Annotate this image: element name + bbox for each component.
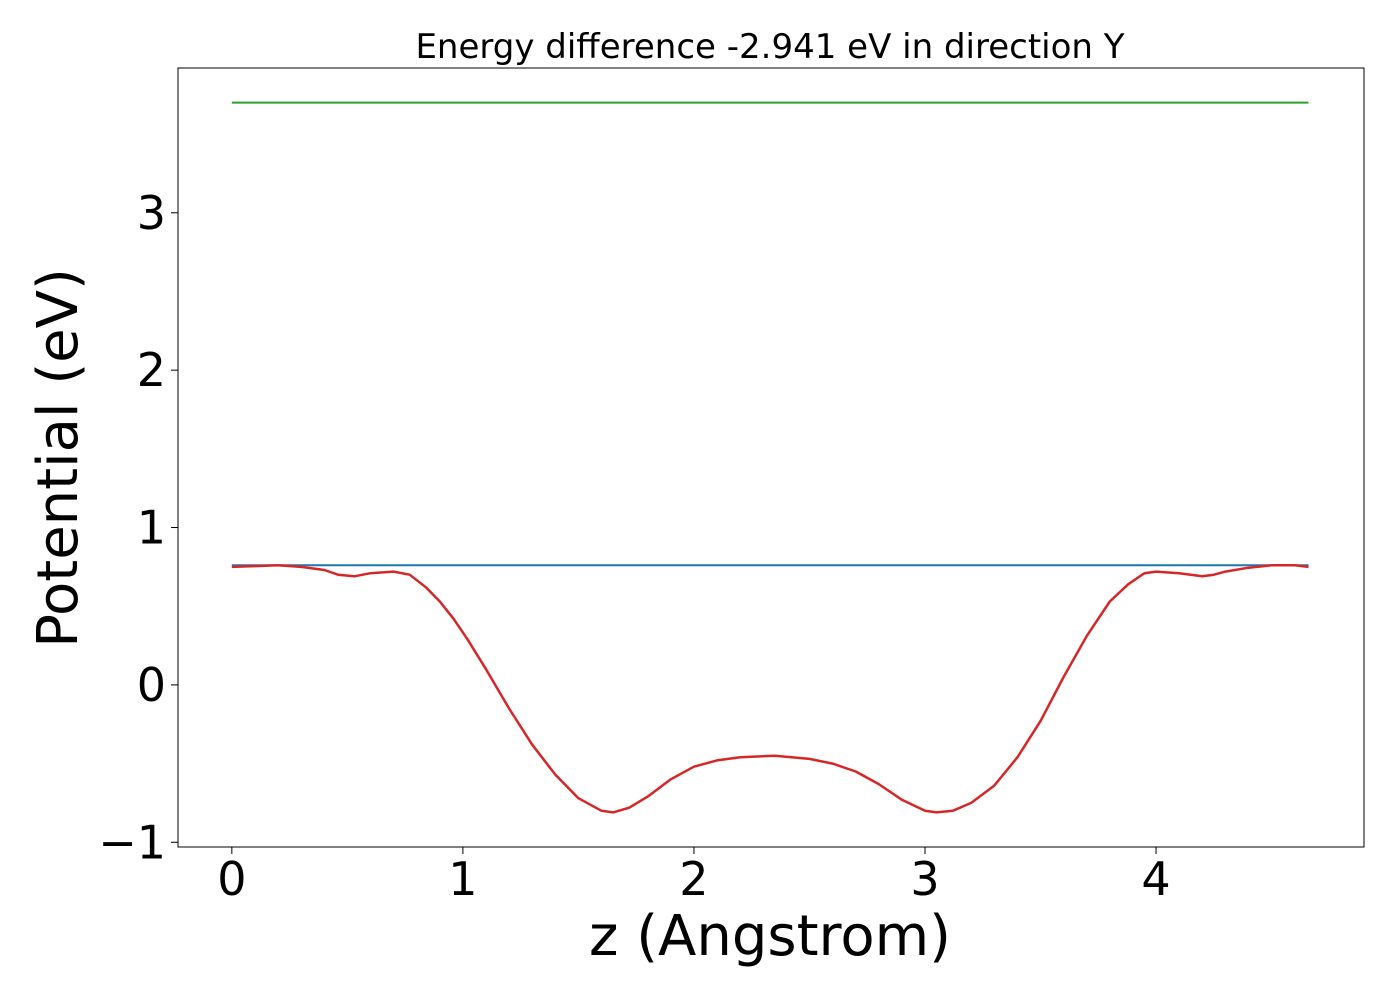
plot-frame [177,67,1365,848]
chart-title: Energy difference -2.941 eV in direction… [415,27,1124,67]
y-tick-label: 2 [137,343,166,397]
x-tick-label: 0 [217,852,246,906]
y-tick-label: 1 [137,501,166,555]
x-tick-label: 3 [910,852,939,906]
x-tick-label: 1 [448,852,477,906]
x-axis-ticks: 0 1 2 3 4 [217,847,1171,906]
x-tick-label: 4 [1141,852,1170,906]
x-tick-label: 2 [679,852,708,906]
y-tick-label: −1 [98,815,166,869]
y-axis-label: Potential (eV) [26,268,91,648]
y-tick-label: 0 [137,658,166,712]
y-axis-ticks: −1 0 1 2 3 [98,186,178,869]
series-line-2 [231,564,1309,814]
x-axis-label: z (Angstrom) [589,904,951,969]
y-tick-label: 3 [137,186,166,240]
plot-series [231,101,1309,814]
